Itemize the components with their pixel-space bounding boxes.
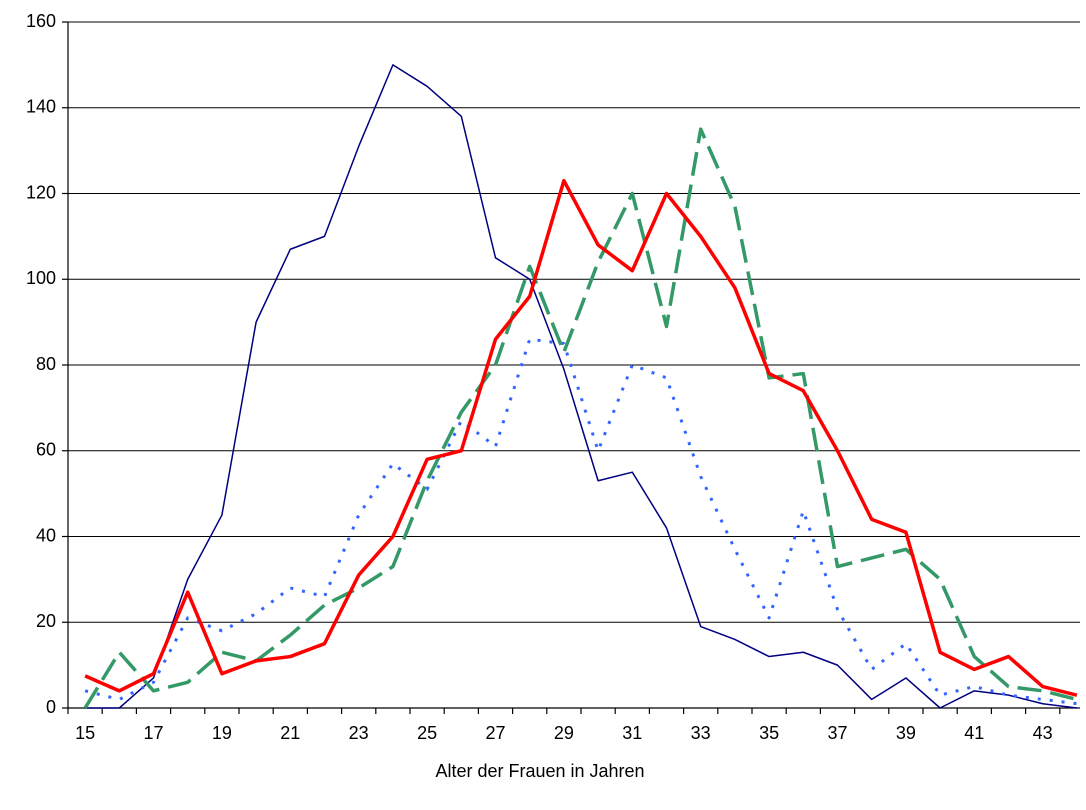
y-tick-label: 20 — [36, 611, 56, 631]
y-tick-label: 40 — [36, 525, 56, 545]
data-line — [84, 337, 1078, 706]
x-tick-label: 41 — [964, 723, 984, 743]
x-tick-label: 27 — [485, 723, 505, 743]
y-tick-label: 140 — [26, 97, 56, 117]
x-tick-label: 25 — [417, 723, 437, 743]
x-tick-label: 29 — [554, 723, 574, 743]
x-tick-label: 33 — [691, 723, 711, 743]
data-line — [85, 64, 1077, 709]
x-tick-label: 31 — [622, 723, 642, 743]
x-tick-label: 37 — [827, 723, 847, 743]
y-tick-label: 60 — [36, 440, 56, 460]
x-tick-label: 17 — [143, 723, 163, 743]
x-tick-label: 21 — [280, 723, 300, 743]
x-axis-label: Alter der Frauen in Jahren — [435, 761, 644, 781]
x-tick-label: 23 — [349, 723, 369, 743]
x-tick-label: 19 — [212, 723, 232, 743]
x-tick-label: 35 — [759, 723, 779, 743]
data-line — [84, 178, 1078, 697]
x-tick-label: 39 — [896, 723, 916, 743]
y-tick-label: 100 — [26, 268, 56, 288]
x-tick-label: 43 — [1033, 723, 1053, 743]
y-tick-label: 0 — [46, 697, 56, 717]
y-tick-label: 160 — [26, 11, 56, 31]
x-tick-label: 15 — [75, 723, 95, 743]
y-tick-label: 120 — [26, 182, 56, 202]
y-tick-label: 80 — [36, 354, 56, 374]
